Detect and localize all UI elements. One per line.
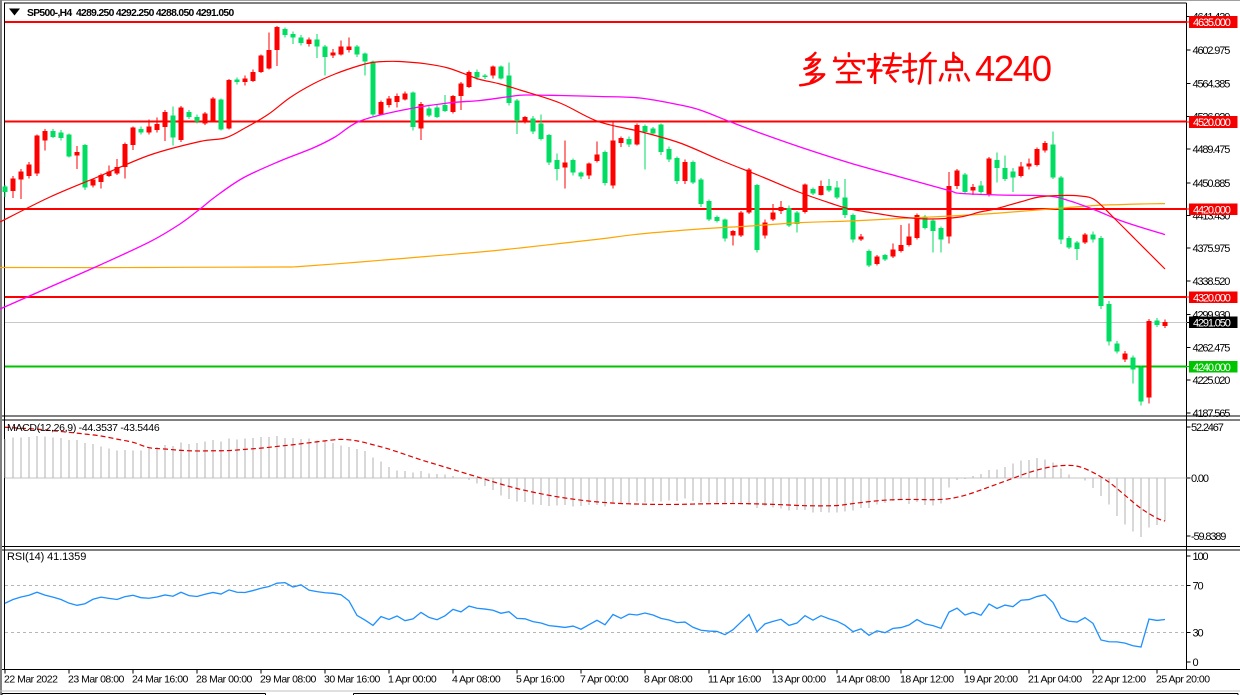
svg-text:RSI(14) 41.1359: RSI(14) 41.1359	[7, 551, 86, 563]
svg-text:4320.000: 4320.000	[1193, 292, 1231, 304]
svg-text:4291.050: 4291.050	[1193, 318, 1231, 330]
svg-text:25 Apr 20:00: 25 Apr 20:00	[1156, 674, 1210, 686]
svg-text:-59.8389: -59.8389	[1191, 531, 1226, 543]
svg-text:30 Mar 16:00: 30 Mar 16:00	[324, 674, 381, 686]
svg-text:22 Mar 2022: 22 Mar 2022	[4, 674, 58, 686]
svg-text:100: 100	[1193, 551, 1209, 563]
svg-text:21 Apr 04:00: 21 Apr 04:00	[1028, 674, 1082, 686]
svg-text:4225.020: 4225.020	[1193, 375, 1231, 387]
svg-text:0: 0	[1193, 657, 1199, 669]
svg-text:4450.885: 4450.885	[1193, 178, 1231, 190]
svg-text:52.2467: 52.2467	[1191, 422, 1224, 434]
svg-text:70: 70	[1193, 581, 1204, 593]
svg-text:4 Apr 08:00: 4 Apr 08:00	[452, 674, 501, 686]
svg-text:SP500-,H4 4289.250 4292.250 4: SP500-,H4 4289.250 4292.250 4288.050 429…	[27, 8, 234, 19]
svg-text:22 Apr 12:00: 22 Apr 12:00	[1092, 674, 1146, 686]
svg-text:4635.000: 4635.000	[1193, 17, 1231, 29]
svg-text:4520.000: 4520.000	[1193, 117, 1231, 129]
svg-text:4240: 4240	[975, 48, 1051, 89]
svg-text:7 Apr 00:00: 7 Apr 00:00	[580, 674, 629, 686]
svg-text:23 Mar 08:00: 23 Mar 08:00	[68, 674, 125, 686]
svg-text:4420.000: 4420.000	[1193, 204, 1231, 216]
svg-text:4187.565: 4187.565	[1193, 408, 1231, 420]
svg-text:0.00: 0.00	[1191, 473, 1209, 485]
svg-text:1 Apr 00:00: 1 Apr 00:00	[388, 674, 437, 686]
svg-text:24 Mar 16:00: 24 Mar 16:00	[132, 674, 189, 686]
svg-text:13 Apr 00:00: 13 Apr 00:00	[772, 674, 826, 686]
svg-text:4602.975: 4602.975	[1193, 45, 1231, 57]
svg-text:11 Apr 16:00: 11 Apr 16:00	[708, 674, 761, 686]
svg-text:28 Mar 00:00: 28 Mar 00:00	[196, 674, 253, 686]
svg-text:19 Apr 20:00: 19 Apr 20:00	[964, 674, 1018, 686]
svg-text:29 Mar 08:00: 29 Mar 08:00	[260, 674, 317, 686]
svg-text:8 Apr 08:00: 8 Apr 08:00	[644, 674, 693, 686]
svg-text:4564.385: 4564.385	[1193, 79, 1231, 91]
svg-text:14 Apr 08:00: 14 Apr 08:00	[836, 674, 890, 686]
svg-text:4375.975: 4375.975	[1193, 243, 1231, 255]
svg-text:4489.475: 4489.475	[1193, 144, 1231, 156]
svg-text:4262.475: 4262.475	[1193, 342, 1231, 354]
svg-text:18 Apr 12:00: 18 Apr 12:00	[900, 674, 954, 686]
svg-text:4240.000: 4240.000	[1193, 362, 1231, 374]
svg-text:30: 30	[1193, 628, 1204, 640]
svg-text:4338.520: 4338.520	[1193, 276, 1231, 288]
svg-text:MACD(12,26,9) -44.3537 -43.544: MACD(12,26,9) -44.3537 -43.5446	[7, 422, 160, 434]
svg-text:5 Apr 16:00: 5 Apr 16:00	[516, 674, 565, 686]
